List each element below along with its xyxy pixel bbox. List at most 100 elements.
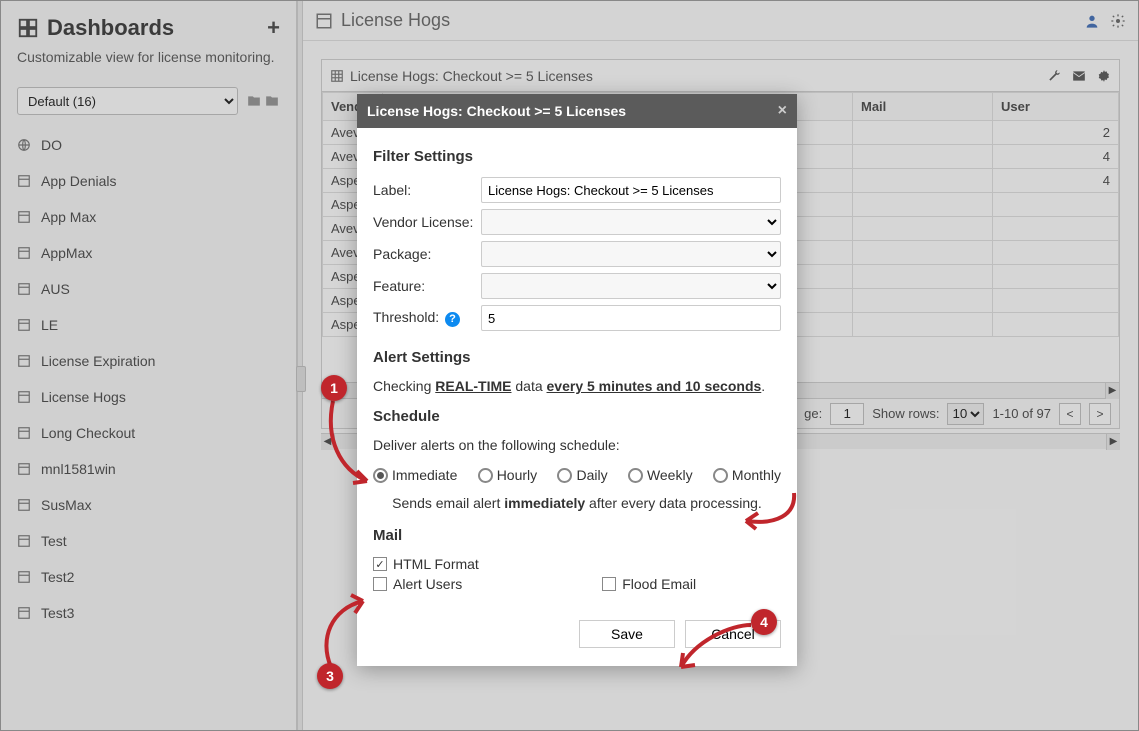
sidebar-item-label: LE (41, 317, 58, 333)
sidebar-item-app-denials[interactable]: App Denials (1, 163, 296, 199)
sidebar-item-test3[interactable]: Test3 (1, 595, 296, 631)
html-format-checkbox[interactable]: HTML Format (373, 556, 479, 572)
schedule-radio-hourly[interactable]: Hourly (478, 467, 537, 483)
schedule-radio-monthly[interactable]: Monthly (713, 467, 781, 483)
page-input[interactable] (830, 403, 864, 425)
add-dashboard-button[interactable]: + (267, 15, 280, 41)
feature-caption: Feature: (373, 278, 481, 294)
grid-icon (330, 69, 344, 83)
table-cell (853, 121, 993, 145)
table-cell (993, 265, 1119, 289)
settings-icon[interactable] (1097, 69, 1111, 83)
sidebar-item-label: AppMax (41, 245, 92, 261)
show-rows-select[interactable]: 10 (947, 403, 984, 425)
sidebar-item-license-hogs[interactable]: License Hogs (1, 379, 296, 415)
sidebar-item-susmax[interactable]: SusMax (1, 487, 296, 523)
panel-icon (17, 462, 33, 476)
sidebar-item-label: DO (41, 137, 62, 153)
annotation-badge-3: 3 (317, 663, 343, 689)
sidebar-item-label: Test3 (41, 605, 74, 621)
folder-icon[interactable] (264, 94, 280, 108)
panel-icon (17, 534, 33, 548)
sidebar-item-mnl1581win[interactable]: mnl1581win (1, 451, 296, 487)
dashboard-select[interactable]: Default (16) (17, 87, 238, 115)
prev-page-button[interactable]: < (1059, 403, 1081, 425)
flood-email-checkbox[interactable]: Flood Email (602, 576, 696, 592)
schedule-subtitle: Deliver alerts on the following schedule… (373, 437, 781, 453)
wrench-icon[interactable] (1047, 69, 1061, 83)
close-icon[interactable]: × (778, 102, 787, 120)
sidebar-item-label: Long Checkout (41, 425, 135, 441)
sidebar-item-app-max[interactable]: App Max (1, 199, 296, 235)
label-input[interactable] (481, 177, 781, 203)
sidebar-item-test[interactable]: Test (1, 523, 296, 559)
page-label: ge: (804, 406, 822, 421)
splitter[interactable] (297, 1, 303, 730)
sidebar-item-label: App Denials (41, 173, 117, 189)
panel-icon (17, 210, 33, 224)
threshold-input[interactable] (481, 305, 781, 331)
folder-open-icon[interactable] (246, 94, 262, 108)
table-cell (993, 289, 1119, 313)
schedule-radio-immediate[interactable]: Immediate (373, 467, 457, 483)
user-icon[interactable] (1084, 13, 1100, 29)
column-header[interactable]: User (993, 93, 1119, 121)
filter-settings-heading: Filter Settings (373, 148, 781, 165)
sidebar: Dashboards + Customizable view for licen… (1, 1, 297, 730)
table-cell (993, 217, 1119, 241)
schedule-radio-weekly[interactable]: Weekly (628, 467, 693, 483)
alert-settings-heading: Alert Settings (373, 349, 781, 366)
panel-icon (17, 318, 33, 332)
sidebar-item-test2[interactable]: Test2 (1, 559, 296, 595)
mail-icon[interactable] (1071, 69, 1087, 83)
table-cell (853, 217, 993, 241)
panel-title: License Hogs: Checkout >= 5 Licenses (350, 68, 593, 84)
vendor-select[interactable] (481, 209, 781, 235)
table-cell (993, 193, 1119, 217)
sidebar-nav: DO App Denials App Max AppMax AUS LE License E… (1, 127, 296, 730)
sidebar-item-label: mnl1581win (41, 461, 116, 477)
column-header[interactable]: Mail (853, 93, 993, 121)
save-button[interactable]: Save (579, 620, 675, 648)
sidebar-item-long-checkout[interactable]: Long Checkout (1, 415, 296, 451)
threshold-caption: Threshold: ? (373, 309, 481, 327)
sidebar-title: Dashboards (17, 15, 174, 41)
sidebar-item-label: App Max (41, 209, 96, 225)
row-range: 1-10 of 97 (992, 406, 1051, 421)
sidebar-item-do[interactable]: DO (1, 127, 296, 163)
table-cell: 4 (993, 145, 1119, 169)
schedule-radio-daily[interactable]: Daily (557, 467, 607, 483)
schedule-description: Sends email alert immediately after ever… (373, 495, 781, 511)
annotation-badge-1: 1 (321, 375, 347, 401)
sidebar-item-appmax[interactable]: AppMax (1, 235, 296, 271)
sidebar-item-le[interactable]: LE (1, 307, 296, 343)
table-cell (853, 241, 993, 265)
table-cell (853, 265, 993, 289)
panel-icon (17, 498, 33, 512)
table-cell: 4 (993, 169, 1119, 193)
panel-icon (17, 174, 33, 188)
sidebar-item-license-expiration[interactable]: License Expiration (1, 343, 296, 379)
table-cell (853, 313, 993, 337)
table-cell (853, 145, 993, 169)
next-page-button[interactable]: > (1089, 403, 1111, 425)
alert-users-checkbox[interactable]: Alert Users (373, 576, 462, 592)
vendor-caption: Vendor License: (373, 214, 481, 230)
gear-icon[interactable] (1110, 13, 1126, 29)
dashboards-icon (17, 17, 39, 39)
filter-settings-modal: License Hogs: Checkout >= 5 Licenses × F… (357, 94, 797, 666)
help-icon[interactable]: ? (445, 312, 460, 327)
sidebar-item-label: SusMax (41, 497, 92, 513)
modal-title: License Hogs: Checkout >= 5 Licenses (367, 103, 626, 119)
sidebar-title-text: Dashboards (47, 15, 174, 41)
panel-icon (17, 246, 33, 260)
sidebar-item-label: Test2 (41, 569, 74, 585)
feature-select[interactable] (481, 273, 781, 299)
sidebar-item-label: Test (41, 533, 67, 549)
table-cell: 2 (993, 121, 1119, 145)
package-select[interactable] (481, 241, 781, 267)
sidebar-item-aus[interactable]: AUS (1, 271, 296, 307)
panel-icon (17, 354, 33, 368)
table-cell (853, 169, 993, 193)
schedule-heading: Schedule (373, 408, 781, 425)
